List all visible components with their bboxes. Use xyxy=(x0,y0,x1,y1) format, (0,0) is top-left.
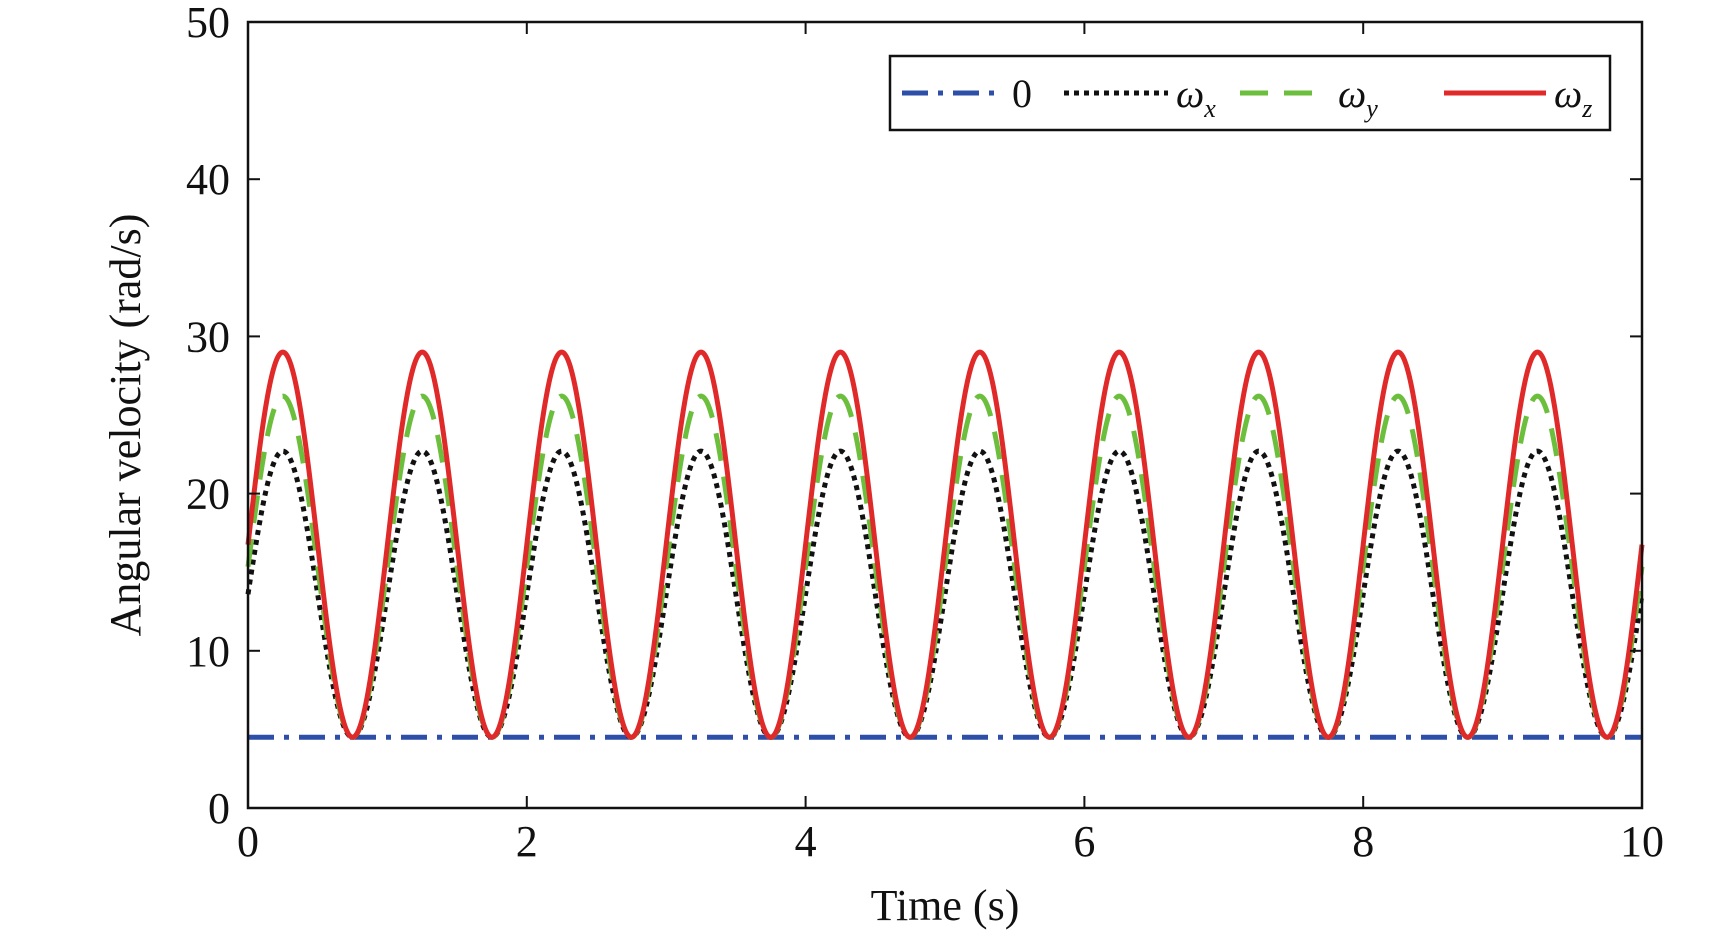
series-line-z xyxy=(245,349,1645,740)
y-tick-label: 50 xyxy=(186,0,230,47)
y-tick-label: 30 xyxy=(186,312,230,361)
y-tick-label: 40 xyxy=(186,155,230,204)
legend-label: ωx xyxy=(1176,71,1216,123)
series-layer xyxy=(245,349,1645,740)
x-tick-label: 2 xyxy=(516,817,538,866)
y-tick-label: 10 xyxy=(186,627,230,676)
plot-frame xyxy=(246,20,1644,810)
y-axis-title: Angular velocity (rad/s) xyxy=(101,214,150,637)
y-tick-label: 20 xyxy=(186,470,230,519)
x-tick-label: 8 xyxy=(1352,817,1374,866)
x-axis-title: Time (s) xyxy=(871,881,1020,930)
y-tick-label: 0 xyxy=(208,784,230,833)
legend: 0 ωx ωy ωz xyxy=(888,54,1612,132)
x-tick-label: 10 xyxy=(1620,817,1664,866)
legend-label: ωy xyxy=(1338,71,1378,123)
x-tick-label: 6 xyxy=(1073,817,1095,866)
x-tick-label: 4 xyxy=(795,817,817,866)
label-layer: 0 2 4 6 8 10 0 10 20 30 40 50 xyxy=(186,0,1664,866)
legend-label: ωz xyxy=(1554,71,1592,123)
x-tick-label: 0 xyxy=(237,817,259,866)
legend-label: 0 xyxy=(1012,71,1032,116)
tick-layer xyxy=(247,21,1643,809)
